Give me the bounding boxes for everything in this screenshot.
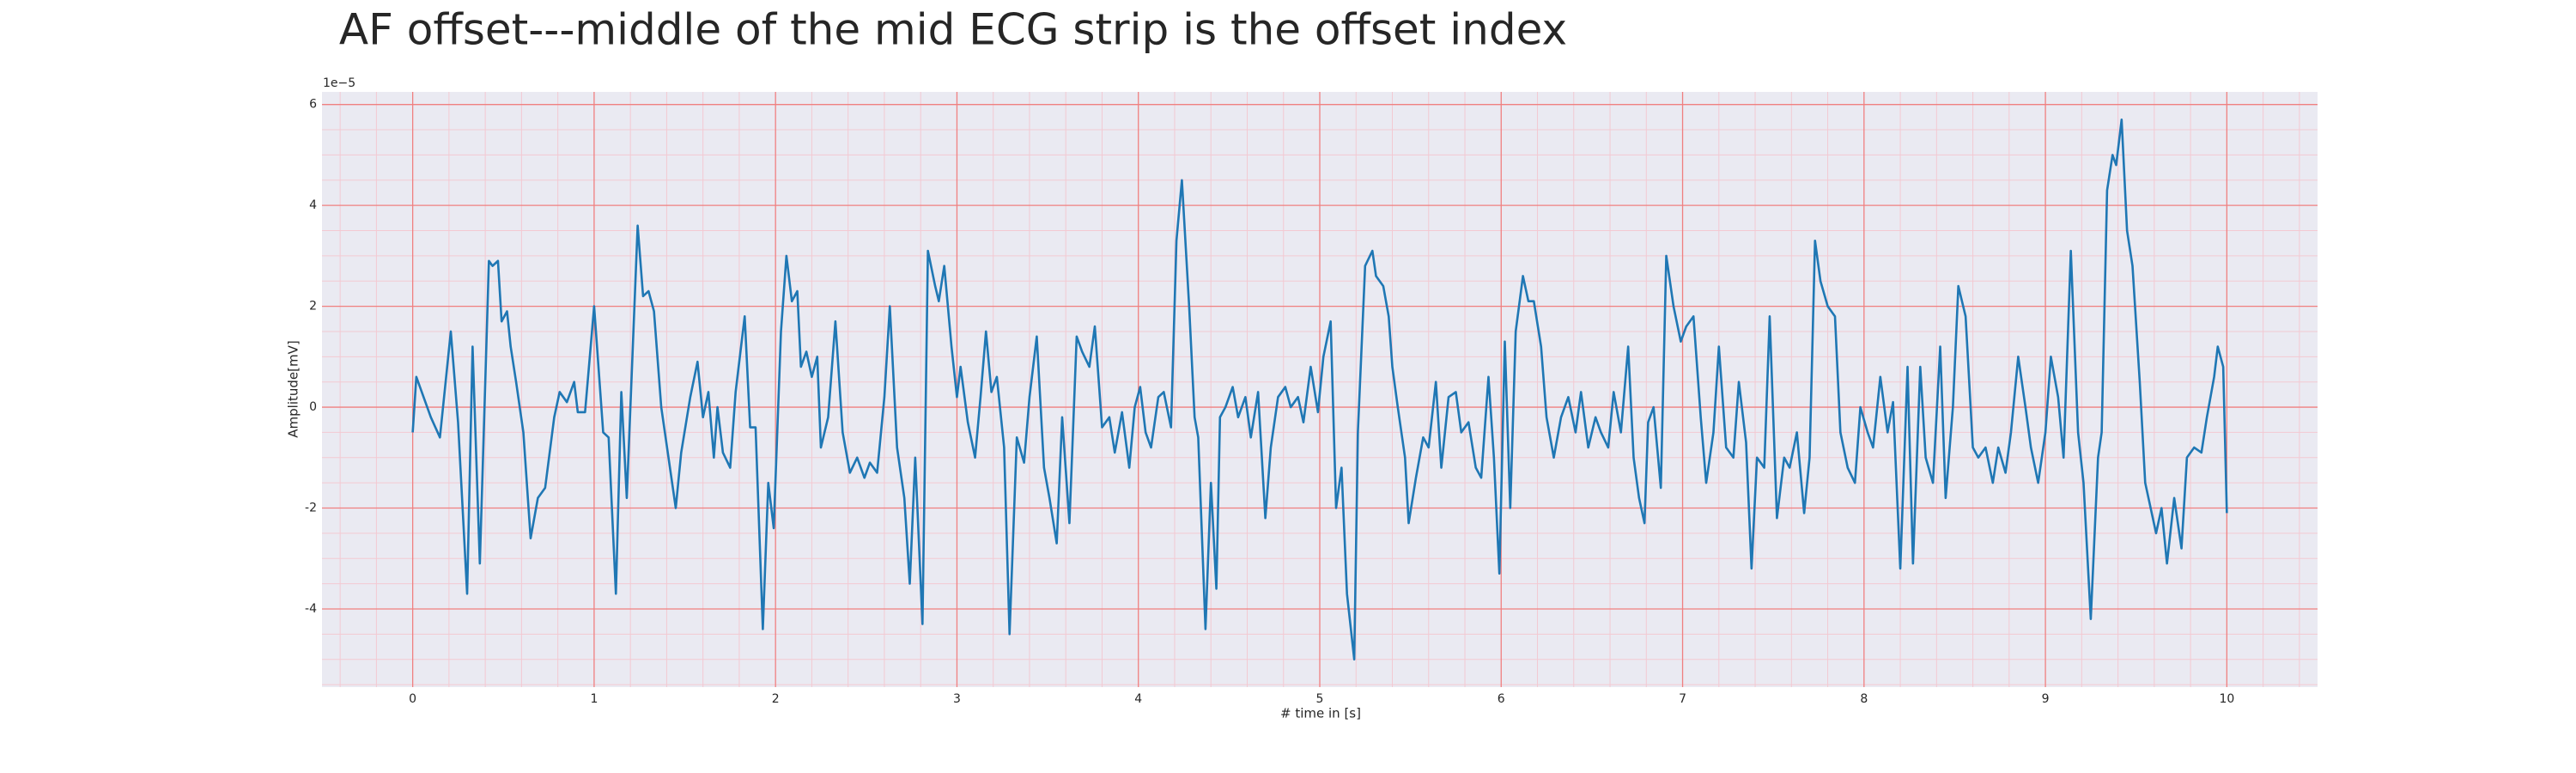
series xyxy=(411,119,2228,660)
x-tick-label: 2 xyxy=(772,692,780,706)
x-tick-label: 4 xyxy=(1134,692,1142,706)
signal-line xyxy=(411,119,2228,660)
y-tick-label: 6 xyxy=(309,98,317,112)
x-tick-label: 7 xyxy=(1679,692,1686,706)
x-tick-label: 3 xyxy=(953,692,961,706)
y-axis-label: Amplitude[mV] xyxy=(286,340,301,437)
chart-title: AF offset---middle of the mid ECG strip … xyxy=(339,5,1567,55)
y-tick-label: 4 xyxy=(309,198,317,212)
x-tick-label: 5 xyxy=(1316,692,1324,706)
x-tick-label: 8 xyxy=(1860,692,1868,706)
y-tick-label: -2 xyxy=(305,502,317,515)
x-tick-label: 1 xyxy=(590,692,598,706)
x-tick-label: 9 xyxy=(2042,692,2050,706)
x-axis-label: # time in [s] xyxy=(1280,706,1361,721)
x-tick-label: 0 xyxy=(409,692,416,706)
major-grid xyxy=(322,92,2318,687)
y-tick-label: -4 xyxy=(305,602,317,616)
x-tick-label: 6 xyxy=(1498,692,1505,706)
y-tick-label: 2 xyxy=(309,300,317,313)
y-tick-label: 0 xyxy=(309,400,317,414)
tick-labels: 0 1 2 3 4 5 6 7 8 9 10 -4 -2 0 2 4 6 xyxy=(305,98,2234,706)
x-tick-label: 10 xyxy=(2219,692,2234,706)
y-offset-label: 1e−5 xyxy=(323,76,355,90)
